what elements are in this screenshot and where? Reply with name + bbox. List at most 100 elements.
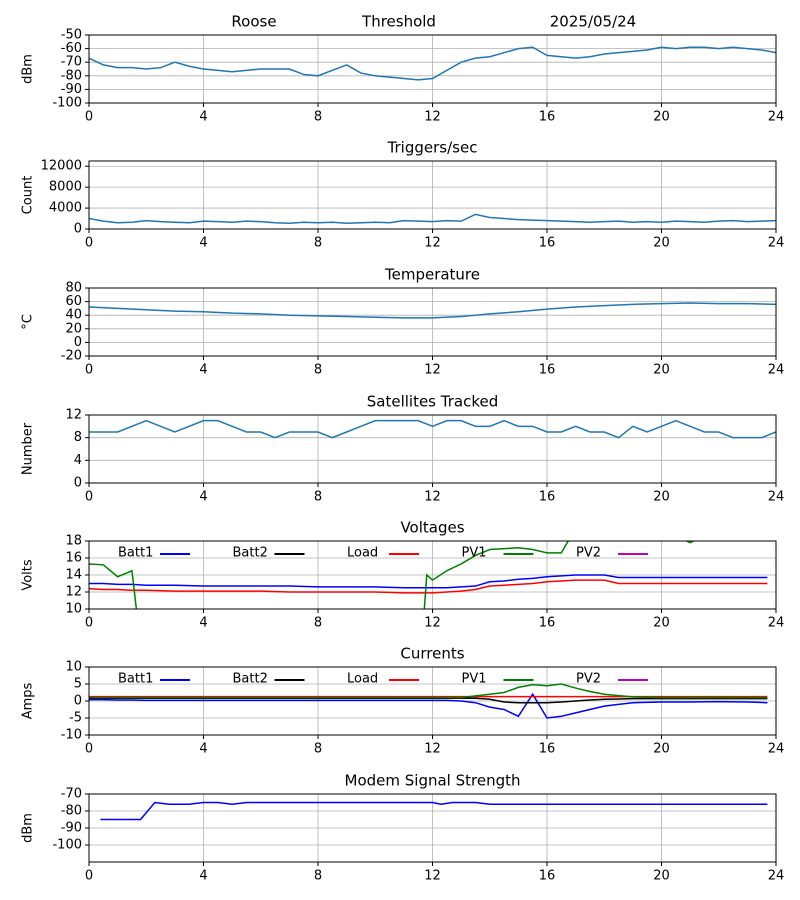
series-group — [100, 801, 768, 821]
y-axis-label: Count — [21, 176, 36, 215]
plot-frame — [88, 287, 777, 357]
x-tick-label: 12 — [424, 363, 441, 378]
y-tick-label: -60 — [61, 41, 82, 56]
x-tick-label: 8 — [314, 236, 322, 251]
x-tick-label: 4 — [199, 110, 207, 125]
x-tick-label: 8 — [314, 869, 322, 884]
x-tick-label: 20 — [653, 616, 670, 631]
x-tick-label: 12 — [424, 869, 441, 884]
y-tick-label: -70 — [61, 787, 82, 802]
y-tick-label: 4 — [74, 453, 82, 468]
x-tick-label: 8 — [314, 742, 322, 757]
panel: 0 4 8 12 16 20 24 -100 -90 -80 -70 Modem Signal Str… — [21, 772, 785, 884]
y-tick-label: 18 — [65, 534, 82, 549]
series-group — [89, 213, 776, 224]
x-tick-label: 12 — [424, 616, 441, 631]
y-tick-label: 0 — [74, 476, 82, 491]
x-tick-label: 24 — [768, 236, 785, 251]
y-tick-label: 10 — [65, 602, 82, 617]
y-tick-label: 60 — [65, 294, 82, 309]
line — [100, 801, 768, 821]
x-tick-label: 24 — [768, 363, 785, 378]
y-axis-label: dBm — [21, 813, 36, 843]
y-tick-label: -90 — [61, 82, 82, 97]
x-tick-label: 0 — [85, 236, 93, 251]
y-tick-label: 40 — [65, 308, 82, 323]
plot-frame — [88, 540, 777, 610]
y-tick-label: -50 — [61, 28, 82, 43]
x-tick-label: 24 — [768, 616, 785, 631]
x-tick-label: 4 — [199, 742, 207, 757]
line — [89, 46, 776, 81]
legend-label: Load — [347, 546, 378, 561]
y-tick-label: 8000 — [49, 180, 82, 195]
y-tick-label: 14 — [65, 568, 82, 583]
y-tick-label: -70 — [61, 55, 82, 70]
x-tick-label: 12 — [424, 490, 441, 505]
y-tick-label: 80 — [65, 281, 82, 296]
x-tick-label: 20 — [653, 869, 670, 884]
chart-title: Threshold — [361, 13, 436, 31]
x-tick-label: 8 — [314, 616, 322, 631]
y-tick-label: -100 — [52, 838, 82, 853]
plot-frame — [88, 34, 777, 104]
x-tick-label: 8 — [314, 363, 322, 378]
y-axis-label: Amps — [21, 682, 36, 719]
line — [89, 579, 768, 594]
y-tick-label: -20 — [61, 349, 82, 364]
legend-label: PV2 — [576, 546, 601, 561]
x-tick-label: 16 — [539, 236, 556, 251]
chart-title: Modem Signal Strength — [345, 772, 521, 790]
x-tick-label: 0 — [85, 490, 93, 505]
y-axis-label: dBm — [21, 54, 36, 84]
x-tick-label: 0 — [85, 616, 93, 631]
y-axis-label: °C — [21, 314, 36, 330]
y-axis-label: Volts — [21, 559, 36, 591]
x-tick-label: 8 — [314, 490, 322, 505]
y-tick-label: -80 — [61, 68, 82, 83]
y-tick-label: -10 — [61, 728, 82, 743]
panel: 0 4 8 12 16 20 24 -100-90-80-70-60-50 Roose Thres… — [21, 13, 785, 125]
y-tick-label: -100 — [52, 96, 82, 111]
x-tick-label: 12 — [424, 110, 441, 125]
series-group — [89, 302, 776, 319]
y-tick-label: 8 — [74, 430, 82, 445]
x-tick-label: 20 — [653, 742, 670, 757]
x-tick-label: 24 — [768, 110, 785, 125]
line — [89, 683, 768, 699]
y-tick-label: -90 — [61, 821, 82, 836]
x-tick-label: 24 — [768, 869, 785, 884]
y-tick-label: 0 — [74, 335, 82, 350]
chart-title: Currents — [400, 645, 464, 663]
x-tick-label: 24 — [768, 490, 785, 505]
plot-frame — [88, 666, 777, 736]
plot-frame — [88, 793, 777, 863]
panel: 0 4 8 12 16 20 24 10 12 14 16 18 Voltages Volts Batt1 B… — [21, 519, 785, 631]
y-tick-label: 20 — [65, 321, 82, 336]
chart-title: Roose — [231, 13, 276, 31]
legend-label: PV2 — [576, 672, 601, 687]
y-tick-label: 16 — [65, 551, 82, 566]
line — [89, 574, 768, 589]
x-tick-label: 24 — [768, 742, 785, 757]
line — [89, 419, 776, 439]
legend-label: Batt1 — [118, 546, 153, 561]
line — [89, 541, 696, 609]
x-tick-label: 8 — [314, 110, 322, 125]
x-tick-label: 20 — [653, 110, 670, 125]
x-tick-label: 4 — [199, 490, 207, 505]
x-tick-label: 0 — [85, 110, 93, 125]
x-tick-label: 16 — [539, 363, 556, 378]
y-tick-label: 0 — [74, 694, 82, 709]
y-tick-label: 12 — [65, 585, 82, 600]
plot-frame — [88, 414, 777, 484]
y-tick-label: 12000 — [41, 159, 82, 174]
x-tick-label: 16 — [539, 110, 556, 125]
y-tick-label: 0 — [74, 222, 82, 237]
x-tick-label: 16 — [539, 869, 556, 884]
panel: 0 4 8 12 16 20 24 0 4 8 12 Satellites Tracked Number — [21, 393, 785, 505]
legend-label: PV1 — [462, 546, 487, 561]
x-tick-label: 4 — [199, 869, 207, 884]
